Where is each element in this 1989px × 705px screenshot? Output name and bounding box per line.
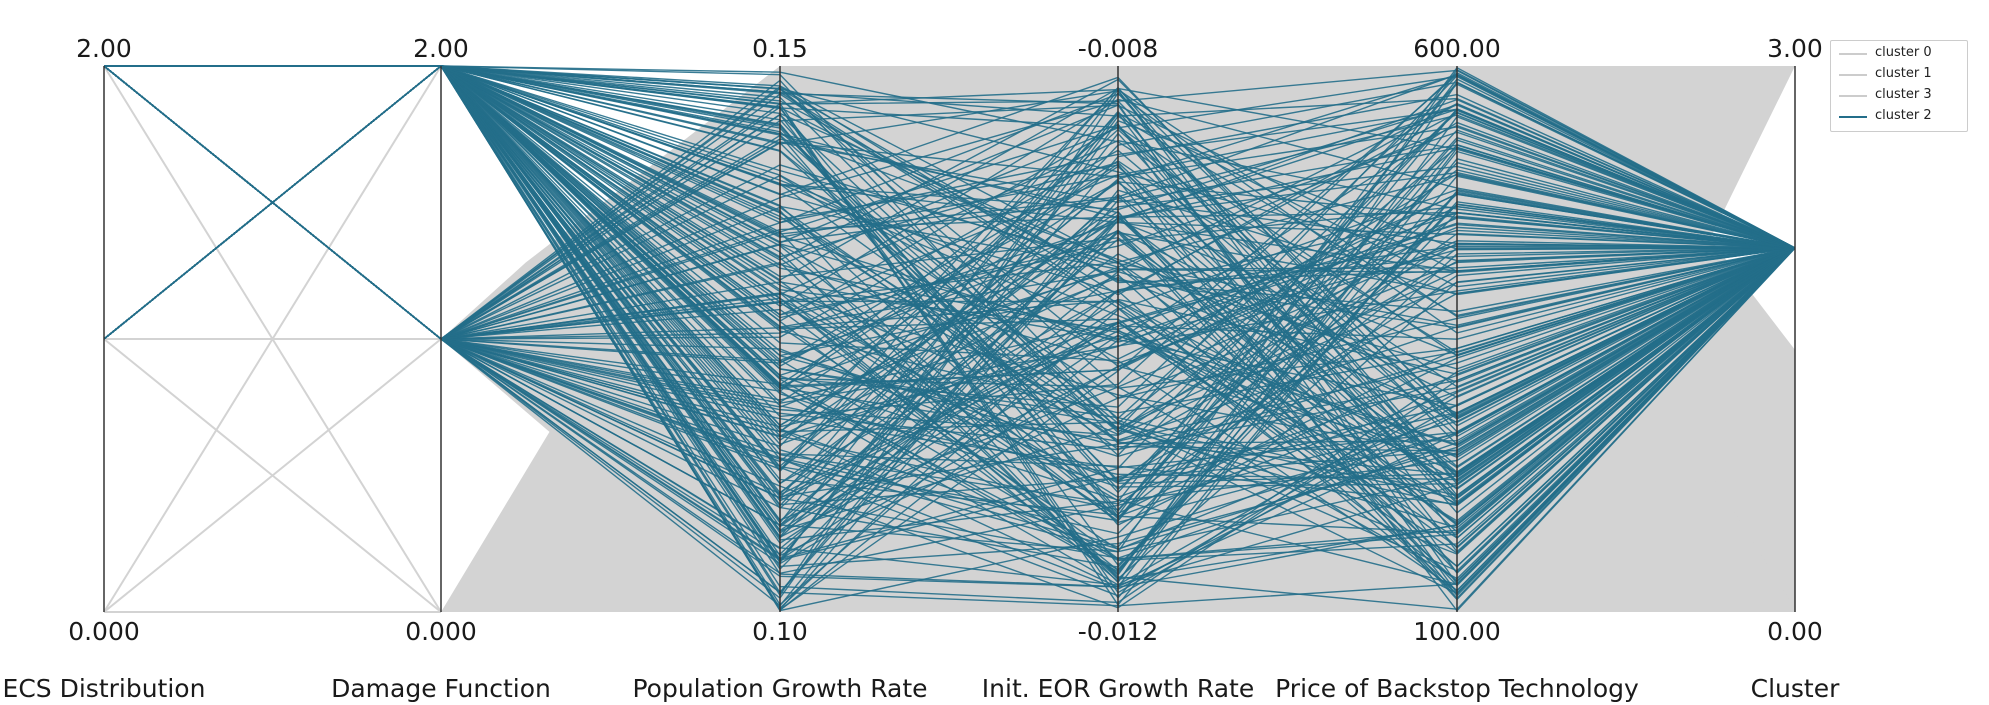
axis-min-label: 0.00: [1767, 617, 1823, 646]
axis-title: Price of Backstop Technology: [1275, 674, 1639, 703]
axis-min-label: 0.10: [752, 617, 808, 646]
axis-max-label: 0.15: [752, 34, 808, 63]
legend-item-cluster-0: cluster 0: [1839, 44, 1965, 64]
legend-label: cluster 1: [1875, 66, 1932, 81]
axis-title: Population Growth Rate: [632, 674, 927, 703]
legend-label: cluster 2: [1875, 108, 1932, 123]
axis-title: Cluster: [1751, 674, 1840, 703]
cluster-2-series-line: [104, 65, 1796, 589]
axis-title: ECS Distribution: [3, 674, 206, 703]
axis-min-label: 100.00: [1413, 617, 1500, 646]
legend-item-cluster-2: cluster 2: [1839, 107, 1965, 127]
legend-item-cluster-3: cluster 3: [1839, 86, 1965, 106]
legend-item-cluster-1: cluster 1: [1839, 65, 1965, 85]
context-lines: [103, 65, 442, 613]
legend-swatch: [1839, 116, 1867, 118]
context-series-line: [103, 338, 442, 613]
legend-label: cluster 0: [1875, 45, 1932, 60]
legend-swatch: [1839, 74, 1867, 76]
cluster-2-series-line: [103, 65, 1796, 535]
axis-min-label: 0.000: [68, 617, 140, 646]
legend-label: cluster 3: [1875, 87, 1932, 102]
axes: 2.00 0.000 ECS Distribution 2.00 0.000 Damage…: [3, 34, 1841, 703]
axis-title: Init. EOR Growth Rate: [982, 674, 1254, 703]
axis-max-label: 600.00: [1413, 34, 1500, 63]
axis-min-label: 0.000: [405, 617, 477, 646]
axis-max-label: 2.00: [413, 34, 469, 63]
legend-swatch: [1839, 53, 1867, 55]
context-band-area: [1715, 360, 1795, 609]
highlight-lines: [103, 64, 1796, 612]
axis-min-label: -0.012: [1078, 617, 1159, 646]
axis-max-label: 2.00: [76, 34, 132, 63]
chart-legend: cluster 0 cluster 1 cluster 3 cluster 2: [1830, 40, 1968, 132]
axis-title: Damage Function: [331, 674, 551, 703]
axis-max-label: -0.008: [1078, 34, 1159, 63]
legend-swatch: [1839, 95, 1867, 97]
axis-max-label: 3.00: [1767, 34, 1823, 63]
cluster-2-series-line: [103, 65, 1796, 434]
context-series-line: [103, 65, 442, 613]
